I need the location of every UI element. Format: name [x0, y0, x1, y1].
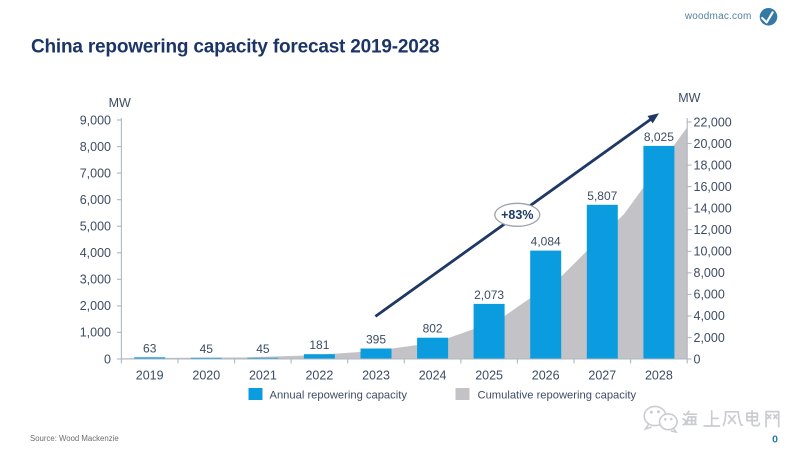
svg-text:Cumulative repowering capacity: Cumulative repowering capacity [478, 390, 637, 402]
svg-text:0: 0 [104, 352, 111, 366]
svg-text:2021: 2021 [249, 369, 277, 383]
svg-text:+83%: +83% [501, 208, 533, 222]
svg-text:4,084: 4,084 [531, 235, 561, 249]
svg-text:802: 802 [423, 322, 443, 336]
svg-text:2023: 2023 [362, 369, 390, 383]
svg-text:0: 0 [694, 352, 701, 366]
svg-text:12,000: 12,000 [694, 223, 732, 237]
svg-text:2,073: 2,073 [474, 288, 504, 302]
svg-text:1,000: 1,000 [80, 326, 111, 340]
svg-text:20,000: 20,000 [694, 137, 732, 151]
svg-text:MW: MW [678, 91, 700, 105]
svg-text:7,000: 7,000 [80, 166, 111, 180]
svg-text:5,000: 5,000 [80, 220, 111, 234]
svg-text:2019: 2019 [136, 369, 164, 383]
svg-text:10,000: 10,000 [694, 245, 732, 259]
svg-text:8,000: 8,000 [694, 266, 725, 280]
svg-text:Annual repowering capacity: Annual repowering capacity [270, 390, 408, 402]
svg-text:22,000: 22,000 [694, 115, 732, 129]
svg-text:4,000: 4,000 [694, 309, 725, 323]
svg-text:6,000: 6,000 [694, 288, 725, 302]
svg-text:2025: 2025 [475, 369, 503, 383]
svg-text:2,000: 2,000 [694, 331, 725, 345]
svg-text:63: 63 [143, 341, 157, 355]
svg-text:45: 45 [200, 342, 214, 356]
svg-text:China repowering capacity fore: China repowering capacity forecast 2019-… [31, 37, 439, 58]
svg-text:45: 45 [256, 342, 270, 356]
svg-text:2020: 2020 [192, 369, 220, 383]
svg-text:9,000: 9,000 [80, 113, 111, 127]
svg-text:8,000: 8,000 [80, 140, 111, 154]
svg-text:2022: 2022 [305, 369, 333, 383]
svg-text:395: 395 [366, 333, 386, 347]
svg-text:MW: MW [109, 96, 131, 110]
svg-text:woodmac.com: woodmac.com [684, 11, 752, 22]
svg-text:16,000: 16,000 [694, 180, 732, 194]
svg-text:3,000: 3,000 [80, 273, 111, 287]
svg-text:5,807: 5,807 [587, 189, 617, 203]
svg-text:14,000: 14,000 [694, 202, 732, 216]
svg-text:0: 0 [772, 434, 778, 446]
svg-text:8,025: 8,025 [644, 130, 674, 144]
svg-text:Source: Wood Mackenzie: Source: Wood Mackenzie [30, 434, 119, 443]
svg-text:6,000: 6,000 [80, 193, 111, 207]
svg-text:181: 181 [309, 338, 329, 352]
svg-text:2027: 2027 [588, 369, 616, 383]
svg-text:2,000: 2,000 [80, 299, 111, 313]
svg-text:18,000: 18,000 [694, 158, 732, 172]
svg-text:2026: 2026 [532, 369, 560, 383]
svg-text:4,000: 4,000 [80, 246, 111, 260]
svg-text:2024: 2024 [419, 369, 447, 383]
svg-text:2028: 2028 [645, 369, 673, 383]
